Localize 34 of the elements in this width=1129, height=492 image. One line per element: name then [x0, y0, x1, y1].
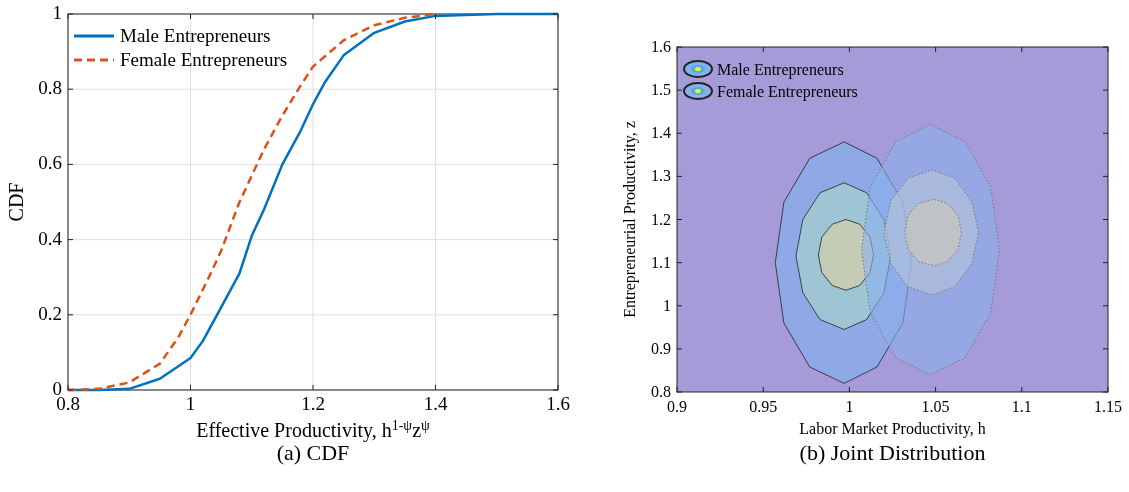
y-tick-label: 1.6 — [651, 38, 671, 55]
x-tick-label: 1.6 — [546, 393, 570, 414]
y-tick-label: 1 — [663, 296, 671, 314]
legend-label: Female Entrepreneurs — [717, 83, 858, 101]
x-tick-label: 1.4 — [423, 393, 448, 414]
x-tick-label: 1.2 — [301, 393, 325, 414]
x-tick-label: 1 — [185, 393, 196, 414]
text: (a) CDF — [276, 440, 350, 465]
x-axis-title: Effective Productivity, h$^{1-ψ}$z$^{ψ}$ — [196, 417, 431, 442]
y-tick-label: 1.5 — [651, 81, 671, 99]
x-tick-label: 0.9 — [667, 398, 687, 415]
y-tick-label: 0.6 — [38, 152, 62, 174]
y-tick-label: 0.9 — [651, 339, 671, 357]
x-tick-label: 1.1 — [1011, 398, 1032, 415]
text: (b) Joint Distribution — [799, 440, 986, 465]
y-tick-label: 1.1 — [651, 253, 671, 271]
legend-label: Female Entrepreneurs — [120, 49, 288, 70]
y-tick-label: 0.4 — [38, 227, 63, 249]
legend-label: Male Entrepreneurs — [120, 25, 271, 46]
y-tick-label: 0.8 — [38, 77, 62, 99]
y-axis-title: Entrepreneurial Productivity, z — [621, 121, 639, 318]
x-tick-label: 1.05 — [921, 398, 950, 415]
x-axis-title: Labor Market Productivity, h — [799, 420, 986, 438]
y-tick-label: 1.2 — [651, 210, 671, 228]
y-tick-label: 1.3 — [651, 167, 671, 185]
y-tick-label: 0.2 — [38, 302, 62, 324]
y-axis-title: CDF — [5, 182, 27, 222]
x-tick-label: 1 — [845, 398, 854, 415]
line-series — [66, 12, 560, 392]
x-tick-label: 1.15 — [1094, 398, 1122, 415]
x-tick-label: 0.95 — [749, 398, 778, 415]
legend-label: Male Entrepreneurs — [717, 61, 844, 79]
y-tick-label: 1.4 — [651, 124, 671, 142]
y-tick-label: 1 — [52, 2, 62, 23]
